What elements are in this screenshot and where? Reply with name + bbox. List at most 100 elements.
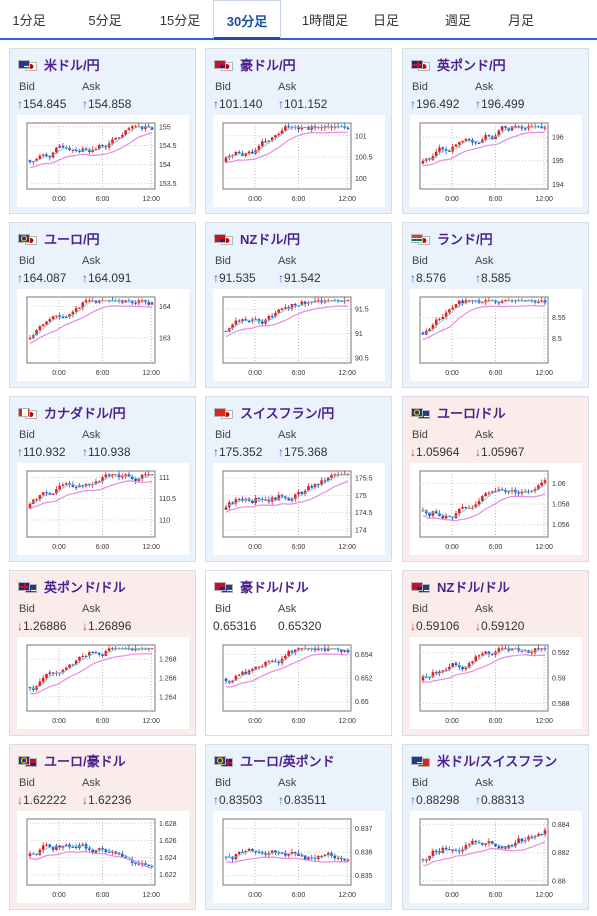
flag-ca-icon — [18, 408, 30, 417]
rate-card[interactable]: ランド/円 Bid Ask ↑8.576 ↑8.585 0:00 6:00 12:00 8.55… — [402, 222, 589, 388]
y-tick-label: 0.882 — [552, 850, 570, 857]
tab-1[interactable]: 1分足 — [12, 13, 46, 28]
bid-price: 91.535 — [219, 271, 256, 285]
pair-name: ユーロ/円 — [44, 232, 100, 247]
candle-body — [58, 315, 61, 317]
ma-short-line — [225, 300, 348, 332]
pair-title[interactable]: ユーロ/英ポンド — [214, 751, 335, 769]
mini-chart[interactable]: 0:00 6:00 12:00 91.5 91 90.5 — [213, 289, 385, 381]
pair-title[interactable]: ユーロ/ドル — [411, 403, 506, 421]
tab-3[interactable]: 15分足 — [159, 13, 201, 28]
ask-label: Ask — [82, 777, 101, 789]
candle-body — [150, 866, 154, 868]
tab-8[interactable]: 月足 — [507, 13, 534, 28]
candle-body — [144, 474, 147, 476]
x-tick-label: 6:00 — [489, 370, 503, 377]
candle-body — [444, 669, 448, 671]
rate-card[interactable]: 米ドル/スイスフラン Bid Ask ↑0.88298 ↑0.88313 0:00 6:00… — [402, 744, 589, 910]
mini-chart[interactable]: 0:00 6:00 12:00 0.837 0.836 0.835 — [213, 811, 385, 903]
candle-body — [428, 513, 431, 516]
mini-chart[interactable]: 0:00 6:00 12:00 155 154.5 154 153.5 — [17, 115, 189, 207]
ma-short-line — [225, 647, 349, 683]
ask-label: Ask — [475, 81, 494, 93]
candle-body — [280, 853, 284, 855]
rate-card[interactable]: NZドル/円 Bid Ask ↑91.535 ↑91.542 0:00 6:00 12:00 9… — [205, 222, 392, 388]
candle-body — [507, 648, 511, 651]
rate-card[interactable]: 英ポンド/円 Bid Ask ↑196.492 ↑196.499 0:00 6:00 12:0… — [402, 48, 589, 214]
bid-price: 110.932 — [23, 445, 66, 459]
mini-chart[interactable]: 0:00 6:00 12:00 0.592 0.59 0.588 — [410, 637, 582, 729]
candle-body — [434, 319, 438, 325]
tab-7[interactable]: 週足 — [444, 13, 471, 28]
candle-body — [81, 302, 85, 308]
ask-price: 0.65320 — [278, 619, 322, 633]
ask-value: ↑196.499 — [475, 97, 524, 111]
arrow-up-icon: ↑ — [17, 97, 23, 111]
y-tick-label: 175.5 — [355, 475, 373, 482]
candle-body — [484, 843, 487, 845]
pair-title[interactable]: ユーロ/豪ドル — [18, 751, 126, 769]
candle-body — [471, 300, 474, 302]
pair-title[interactable]: カナダドル/円 — [18, 403, 126, 421]
pair-title[interactable]: 豪ドル/円 — [214, 55, 296, 73]
mini-chart[interactable]: 0:00 6:00 12:00 1.268 1.266 1.264 — [17, 637, 189, 729]
mini-chart[interactable]: 0:00 6:00 12:00 196 195 194 — [410, 115, 582, 207]
candle-body — [481, 653, 484, 656]
tab-2[interactable]: 5分足 — [88, 13, 122, 28]
rate-card[interactable]: ユーロ/豪ドル Bid Ask ↓1.62222 ↓1.62236 0:00 6:00 12:… — [9, 744, 196, 910]
rate-card[interactable]: 英ポンド/ドル Bid Ask ↓1.26886 ↓1.26896 0:00 6:00 12:… — [9, 570, 196, 736]
candle-body — [336, 474, 340, 476]
ask-price: 154.858 — [88, 97, 132, 111]
pair-title[interactable]: NZドル/円 — [214, 229, 300, 247]
pair-title[interactable]: 米ドル/スイスフラン — [411, 751, 557, 769]
pair-title[interactable]: スイスフラン/円 — [214, 403, 334, 421]
candle-body — [260, 852, 264, 854]
ask-value: ↑110.938 — [82, 445, 131, 459]
candle-body — [74, 308, 78, 312]
mini-chart[interactable]: 0:00 6:00 12:00 1.628 1.626 1.624 1.622 — [17, 811, 189, 903]
rate-card[interactable]: NZドル/ドル Bid Ask ↓0.59106 ↓0.59120 0:00 6:00 12:… — [402, 570, 589, 736]
candlestick-chart: 0:00 6:00 12:00 175.5 175 174.5 174 — [222, 470, 373, 551]
candle-body — [274, 850, 277, 853]
mini-chart[interactable]: 0:00 6:00 12:00 175.5 175 174.5 174 — [213, 463, 385, 555]
pair-title[interactable]: 豪ドル/ドル — [214, 577, 309, 595]
candle-body — [490, 491, 494, 493]
rate-card[interactable]: ユーロ/英ポンド Bid Ask ↑0.83503 ↑0.83511 0:00 6:00 12… — [205, 744, 392, 910]
pair-title[interactable]: 英ポンド/ドル — [18, 577, 126, 595]
pair-title[interactable]: NZドル/ドル — [411, 577, 510, 595]
candle-body — [517, 492, 520, 494]
candle-body — [45, 844, 48, 846]
mini-chart[interactable]: 0:00 6:00 12:00 111 110.5 110 — [17, 463, 189, 555]
rate-card[interactable]: 米ドル/円 Bid Ask ↑154.845 ↑154.858 0:00 6:00 12:00… — [9, 48, 196, 214]
candle-body — [270, 660, 274, 662]
tab-6[interactable]: 日足 — [372, 13, 399, 28]
candle-body — [284, 126, 287, 131]
mini-chart[interactable]: 0:00 6:00 12:00 0.654 0.652 0.65 — [213, 637, 385, 729]
mini-chart[interactable]: 0:00 6:00 12:00 0.884 0.882 0.88 — [410, 811, 582, 903]
rate-card[interactable]: ユーロ/ドル Bid Ask ↓1.05964 ↓1.05967 0:00 6:00 12:0… — [402, 396, 589, 562]
candle-body — [97, 652, 101, 655]
ask-price: 8.585 — [481, 271, 512, 285]
candle-body — [313, 126, 317, 129]
x-tick-label: 0:00 — [52, 544, 66, 551]
mini-chart[interactable]: 0:00 6:00 12:00 101 100.5 100 — [213, 115, 385, 207]
mini-chart[interactable]: 0:00 6:00 12:00 164 163 — [17, 289, 189, 381]
rate-card[interactable]: スイスフラン/円 Bid Ask ↑175.352 ↑175.368 0:00 6:00 12… — [205, 396, 392, 562]
tab-5[interactable]: 1時間足 — [301, 13, 349, 28]
tab-4[interactable]: 30分足 — [213, 0, 281, 40]
ask-value: 0.65320 — [278, 619, 321, 633]
candle-body — [84, 148, 88, 150]
mini-chart[interactable]: 0:00 6:00 12:00 8.55 8.5 — [410, 289, 582, 381]
pair-title[interactable]: ランド/円 — [411, 229, 493, 247]
pair-title[interactable]: 米ドル/円 — [18, 55, 100, 73]
x-tick-label: 12:00 — [338, 892, 356, 899]
rate-card[interactable]: ユーロ/円 Bid Ask ↑164.087 ↑164.091 0:00 6:00 12:00… — [9, 222, 196, 388]
candle-body — [224, 507, 228, 510]
candle-body — [134, 648, 137, 651]
mini-chart[interactable]: 0:00 6:00 12:00 1.06 1.058 1.056 — [410, 463, 582, 555]
rate-card[interactable]: 豪ドル/円 Bid Ask ↑101.140 ↑101.152 0:00 6:00 12:00… — [205, 48, 392, 214]
pair-title[interactable]: 英ポンド/円 — [411, 55, 506, 73]
rate-card[interactable]: 豪ドル/ドル Bid Ask 0.65316 0.65320 0:00 6:00 12:00 0… — [205, 570, 392, 736]
rate-card[interactable]: カナダドル/円 Bid Ask ↑110.932 ↑110.938 0:00 6:00 12:… — [9, 396, 196, 562]
pair-title[interactable]: ユーロ/円 — [18, 229, 100, 247]
